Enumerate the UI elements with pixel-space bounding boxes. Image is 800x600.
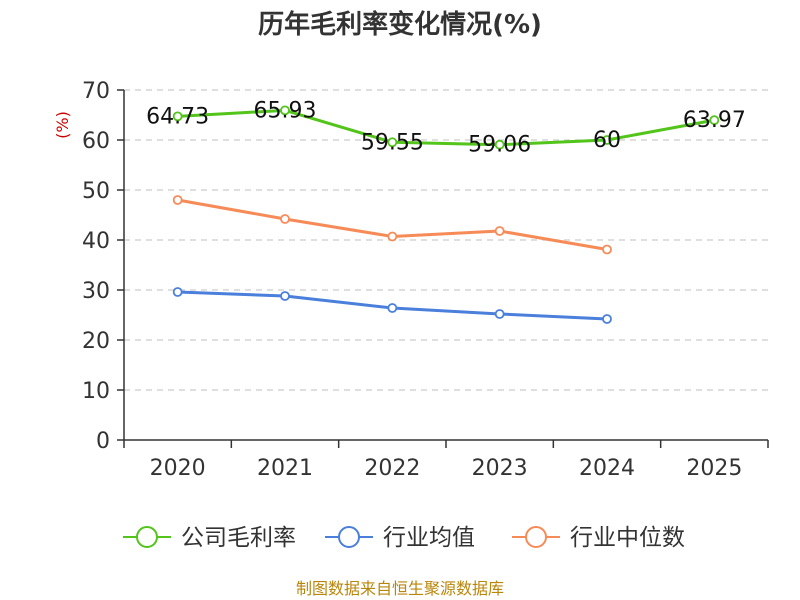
legend-label: 行业中位数 — [570, 525, 685, 551]
x-tick-label: 2022 — [364, 456, 420, 481]
data-label: 59.06 — [468, 133, 531, 158]
x-tick-label: 2021 — [257, 456, 313, 481]
source-note: 制图数据来自恒生聚源数据库 — [296, 579, 504, 598]
y-tick-label: 10 — [82, 379, 110, 404]
data-point[interactable] — [280, 105, 290, 116]
chart-title: 历年毛利率变化情况(%) — [258, 9, 542, 40]
data-label: 63.97 — [683, 108, 746, 133]
data-point[interactable] — [602, 135, 612, 145]
x-tick-label: 2023 — [472, 456, 528, 481]
data-label: 59.55 — [361, 130, 424, 155]
y-tick-label: 20 — [82, 329, 110, 354]
data-labels: 64.73 65.93 59.55 59.06 60 63.97 — [146, 98, 746, 157]
data-label: 60 — [593, 128, 621, 153]
data-point[interactable] — [172, 287, 183, 297]
grid-lines — [124, 89, 768, 391]
x-tick-label: 2020 — [150, 456, 206, 481]
x-tick-label: 2024 — [579, 456, 635, 481]
series-1 — [172, 105, 720, 150]
data-point[interactable] — [494, 139, 505, 150]
legend-marker — [525, 526, 547, 548]
legend-item-3[interactable]: 行业中位数 — [512, 525, 685, 551]
y-axis-label: (%) — [53, 111, 72, 139]
series-3 — [172, 195, 612, 255]
data-point[interactable] — [494, 226, 505, 236]
series-line — [177, 108, 715, 147]
legend-label: 行业均值 — [383, 525, 475, 551]
data-point[interactable] — [387, 137, 398, 148]
x-tick-label: 2025 — [686, 456, 742, 481]
y-tick-label: 50 — [82, 179, 110, 204]
data-point[interactable] — [602, 314, 612, 324]
data-point[interactable] — [280, 291, 290, 301]
y-tick-label: 70 — [82, 79, 110, 104]
data-label: 65.93 — [254, 98, 317, 123]
y-tick-label: 30 — [82, 279, 110, 304]
y-tick-label: 40 — [82, 229, 110, 254]
data-point[interactable] — [172, 111, 183, 122]
data-point[interactable] — [387, 231, 398, 242]
legend[interactable]: 公司毛利率 行业均值 行业中位数 — [123, 525, 685, 551]
series-line — [177, 198, 608, 251]
x-ticks: 2020 2021 2022 2023 2024 2025 — [123, 440, 769, 481]
legend-marker — [338, 526, 360, 548]
y-ticks: 0 10 20 30 40 50 60 70 — [82, 79, 124, 454]
series-group — [172, 105, 720, 324]
y-tick-label: 60 — [82, 129, 110, 154]
data-point[interactable] — [387, 303, 398, 313]
data-point[interactable] — [172, 195, 183, 205]
data-point[interactable] — [602, 244, 612, 255]
series-2 — [172, 287, 612, 324]
legend-item-2[interactable]: 行业均值 — [325, 525, 475, 551]
legend-marker — [136, 526, 158, 548]
data-point[interactable] — [494, 309, 505, 319]
data-label: 64.73 — [146, 104, 209, 129]
legend-label: 公司毛利率 — [181, 525, 296, 551]
y-tick-label: 0 — [96, 429, 110, 454]
legend-item-1[interactable]: 公司毛利率 — [123, 525, 296, 551]
data-point[interactable] — [709, 115, 720, 126]
data-point[interactable] — [280, 214, 290, 224]
